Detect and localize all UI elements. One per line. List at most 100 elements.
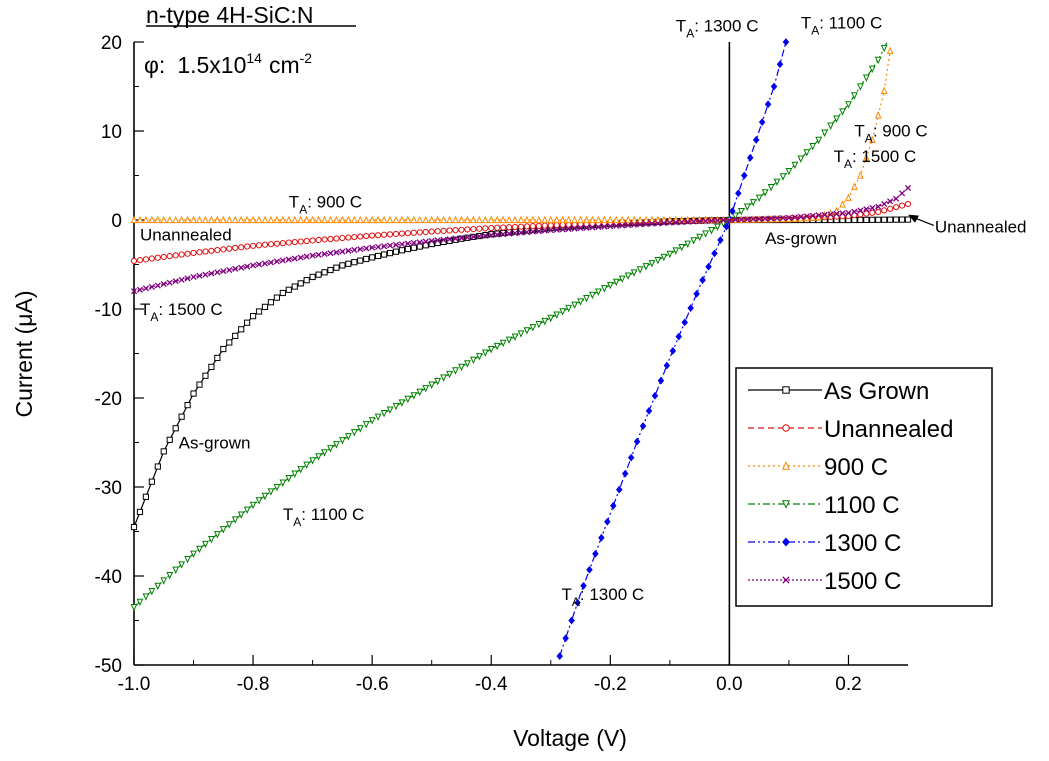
- legend-marker: [782, 386, 790, 394]
- y-tick-label: -30: [95, 478, 122, 499]
- fluence-unit: cm: [269, 52, 300, 78]
- data-point: [464, 226, 471, 233]
- y-tick-label: -10: [95, 300, 122, 321]
- data-point: [267, 259, 274, 266]
- series-1100-c: [130, 41, 888, 612]
- data-point: [904, 184, 912, 192]
- data-point: [142, 256, 150, 263]
- data-point: [738, 216, 745, 223]
- data-point: [416, 215, 424, 224]
- data-point: [386, 215, 394, 224]
- data-point: [845, 101, 852, 109]
- data-point: [345, 260, 352, 267]
- data-point: [488, 224, 495, 232]
- data-point: [446, 227, 453, 234]
- data-point: [529, 228, 536, 235]
- data-point: [613, 222, 620, 229]
- data-point: [749, 199, 757, 207]
- data-point: [845, 193, 852, 201]
- data-point: [202, 372, 209, 379]
- data-point: [523, 215, 531, 224]
- data-point: [746, 153, 754, 162]
- data-point: [862, 153, 870, 161]
- data-point: [821, 211, 828, 218]
- data-point: [729, 207, 736, 215]
- data-point: [190, 550, 197, 559]
- arrow-annotation-label: Unannealed: [935, 217, 1027, 236]
- data-point: [208, 247, 215, 254]
- data-point: [571, 215, 578, 224]
- data-point: [339, 248, 346, 255]
- data-point: [758, 118, 766, 126]
- data-point: [815, 212, 822, 219]
- data-point: [219, 215, 227, 224]
- data-point: [693, 289, 700, 298]
- data-point: [505, 336, 513, 345]
- data-point: [714, 223, 721, 232]
- curve-annotation: TA: 1300 C: [676, 16, 759, 40]
- data-point: [773, 215, 781, 222]
- data-point: [386, 406, 394, 414]
- data-point: [666, 250, 674, 259]
- data-point: [541, 215, 549, 224]
- data-point: [565, 215, 573, 224]
- data-point: [744, 216, 751, 223]
- data-point: [357, 246, 364, 253]
- data-point: [481, 215, 489, 224]
- data-point: [428, 237, 435, 244]
- data-point: [351, 246, 358, 254]
- data-point: [595, 288, 602, 296]
- data-point: [639, 422, 647, 430]
- data-point: [642, 263, 650, 271]
- data-point: [244, 263, 251, 270]
- data-point: [142, 215, 150, 224]
- curve-annotation: As-grown: [765, 229, 837, 248]
- data-point: [422, 385, 430, 393]
- y-axis-title: Current (μA): [11, 291, 37, 418]
- data-point: [737, 208, 745, 216]
- data-point: [196, 272, 203, 279]
- data-point: [660, 253, 668, 262]
- data-point: [321, 250, 328, 258]
- data-point: [476, 233, 483, 240]
- data-point: [339, 437, 346, 445]
- data-point: [779, 214, 787, 222]
- data-point: [904, 200, 912, 208]
- data-point: [452, 215, 459, 224]
- data-point: [615, 485, 623, 494]
- legend-label: 1500 C: [824, 568, 901, 595]
- data-point: [690, 237, 698, 245]
- data-point: [654, 220, 661, 227]
- data-point: [356, 215, 364, 224]
- data-point: [731, 212, 739, 220]
- data-point: [631, 221, 638, 228]
- data-point: [255, 308, 263, 315]
- curve-annotation: TA: 1500 C: [834, 147, 917, 171]
- data-point: [440, 236, 447, 243]
- data-point: [892, 204, 900, 211]
- data-point: [339, 234, 346, 242]
- data-point: [589, 215, 596, 224]
- data-point: [351, 233, 358, 241]
- data-point: [142, 593, 150, 601]
- data-point: [303, 215, 311, 224]
- x-tick-label: -0.6: [356, 674, 389, 695]
- data-point: [160, 215, 168, 224]
- data-point: [604, 517, 611, 526]
- data-point: [434, 377, 442, 386]
- data-point: [562, 634, 569, 643]
- data-point: [428, 215, 436, 224]
- y-tick-label: -20: [95, 389, 122, 410]
- data-point: [517, 229, 525, 236]
- data-point: [350, 429, 358, 437]
- data-point: [363, 245, 370, 252]
- data-point: [237, 215, 245, 224]
- data-point: [226, 266, 233, 274]
- data-point: [285, 286, 292, 293]
- data-point: [690, 218, 697, 225]
- data-point: [142, 285, 149, 292]
- data-point: [238, 326, 245, 333]
- data-point: [327, 250, 334, 257]
- data-point: [607, 223, 614, 230]
- data-point: [291, 215, 299, 224]
